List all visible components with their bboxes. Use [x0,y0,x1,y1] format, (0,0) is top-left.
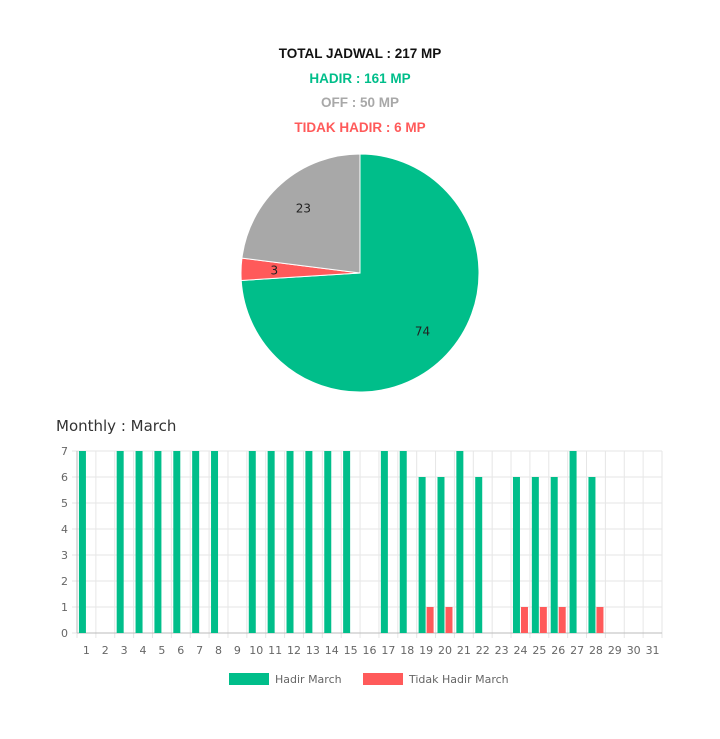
pie-data-label: 74 [415,325,430,339]
pie-svg: 74 3 23 [240,153,480,393]
summary-panel: TOTAL JADWAL : 217 MP HADIR : 161 MP OFF… [0,42,720,140]
x-tick-label: 8 [215,644,222,657]
x-tick-label: 28 [589,644,603,657]
legend-label-tidak-hadir: Tidak Hadir March [408,673,509,686]
bar-hadir[interactable] [343,451,351,633]
x-tick-label: 21 [457,644,471,657]
x-tick-label: 23 [495,644,509,657]
bar-hadir[interactable] [512,477,520,633]
bar-hadir[interactable] [135,451,143,633]
y-tick-label: 4 [61,523,68,536]
bar-hadir[interactable] [286,451,294,633]
x-tick-label: 22 [476,644,490,657]
x-tick-label: 10 [249,644,263,657]
hadir-label: HADIR : 161 MP [309,70,411,86]
x-tick-label: 18 [400,644,414,657]
y-tick-label: 2 [61,575,68,588]
x-tick-label: 1 [83,644,90,657]
bar-tidak-hadir[interactable] [445,607,453,633]
attendance-pie-chart: 74 3 23 [240,153,480,393]
x-tick-label: 31 [646,644,660,657]
x-tick-label: 26 [551,644,565,657]
pie-data-label: 23 [296,202,311,216]
total-jadwal-label: TOTAL JADWAL : 217 MP [278,46,442,61]
legend-label-hadir: Hadir March [275,673,342,686]
monthly-chart-title: Monthly : March [56,417,177,435]
legend-swatch-hadir[interactable] [229,673,269,685]
bar-hadir[interactable] [531,477,539,633]
bar-hadir[interactable] [116,451,124,633]
bar-hadir[interactable] [173,451,181,633]
x-tick-label: 7 [196,644,203,657]
y-tick-label: 5 [61,497,68,510]
tidak-hadir-label: TIDAK HADIR : 6 MP [294,119,426,135]
bar-hadir[interactable] [248,451,256,633]
monthly-bar-chart: 0 1 2 3 4 5 6 7 1 2 3 4 5 6 7 8 9 10 11 12 13 14 15 16 17 18 19 20 2… [50,440,670,695]
y-tick-label: 0 [61,627,68,640]
x-tick-label: 11 [268,644,282,657]
x-tick-label: 27 [570,644,584,657]
bar-hadir[interactable] [550,477,558,633]
bar-hadir[interactable] [192,451,200,633]
bar-hadir[interactable] [475,477,483,633]
x-tick-label: 4 [140,644,147,657]
bar-hadir[interactable] [380,451,388,633]
x-tick-label: 17 [381,644,395,657]
y-tick-label: 6 [61,471,68,484]
x-tick-label: 12 [287,644,301,657]
bar-hadir[interactable] [456,451,464,633]
x-tick-label: 13 [306,644,320,657]
y-tick-label: 7 [61,445,68,458]
bar-hadir[interactable] [569,451,577,633]
y-tick-label: 3 [61,549,68,562]
x-tick-label: 19 [419,644,433,657]
x-tick-label: 6 [177,644,184,657]
x-tick-label: 16 [363,644,377,657]
legend-swatch-tidak-hadir[interactable] [363,673,403,685]
pie-slice-off[interactable] [241,153,361,274]
x-tick-label: 9 [234,644,241,657]
x-tick-label: 15 [344,644,358,657]
x-tick-label: 29 [608,644,622,657]
bar-tidak-hadir[interactable] [520,607,528,633]
bar-tidak-hadir[interactable] [426,607,434,633]
x-tick-label: 25 [532,644,546,657]
x-tick-label: 3 [121,644,128,657]
x-tick-label: 2 [102,644,109,657]
bar-hadir[interactable] [211,451,219,633]
bar-hadir[interactable] [437,477,445,633]
x-tick-label: 5 [158,644,165,657]
bar-hadir[interactable] [324,451,332,633]
bar-hadir[interactable] [305,451,313,633]
bar-hadir[interactable] [418,477,426,633]
bar-hadir[interactable] [588,477,596,633]
x-tick-label: 14 [325,644,339,657]
x-tick-label: 20 [438,644,452,657]
off-label: OFF : 50 MP [320,95,399,110]
x-tick-label: 24 [513,644,527,657]
bar-tidak-hadir[interactable] [539,607,547,633]
bar-hadir[interactable] [154,451,162,633]
bar-tidak-hadir[interactable] [558,607,566,633]
bar-hadir[interactable] [267,451,275,633]
bar-hadir[interactable] [399,451,407,633]
pie-data-label: 3 [271,263,279,277]
bar-hadir[interactable] [78,451,86,633]
bar-tidak-hadir[interactable] [596,607,604,633]
y-tick-label: 1 [61,601,68,614]
x-tick-label: 30 [627,644,641,657]
